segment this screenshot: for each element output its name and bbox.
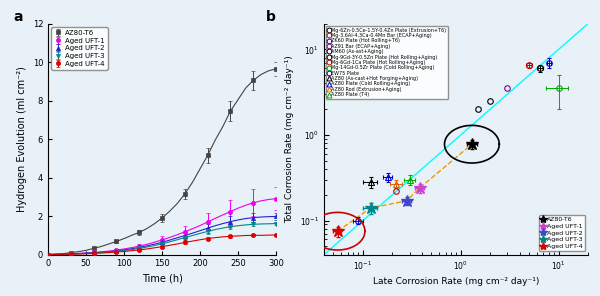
Y-axis label: Hydrogen Evolution (ml cm⁻²): Hydrogen Evolution (ml cm⁻²) <box>17 66 27 212</box>
Text: a: a <box>14 10 23 24</box>
Legend: AZ80-T6, Aged UFT-1, Aged UFT-2, Aged UFT-3, Aged UFT-4: AZ80-T6, Aged UFT-1, Aged UFT-2, Aged UF… <box>539 215 585 251</box>
Text: b: b <box>266 10 276 24</box>
X-axis label: Time (h): Time (h) <box>142 274 182 284</box>
X-axis label: Late Corrosion Rate (mg cm⁻² day⁻¹): Late Corrosion Rate (mg cm⁻² day⁻¹) <box>373 277 539 286</box>
Legend: AZ80-T6, Aged UFT-1, Aged UFT-2, Aged UFT-3, Aged UFT-4: AZ80-T6, Aged UFT-1, Aged UFT-2, Aged UF… <box>52 27 108 70</box>
Y-axis label: Total Corrosion Rate (mg cm⁻² day⁻¹): Total Corrosion Rate (mg cm⁻² day⁻¹) <box>286 55 295 223</box>
